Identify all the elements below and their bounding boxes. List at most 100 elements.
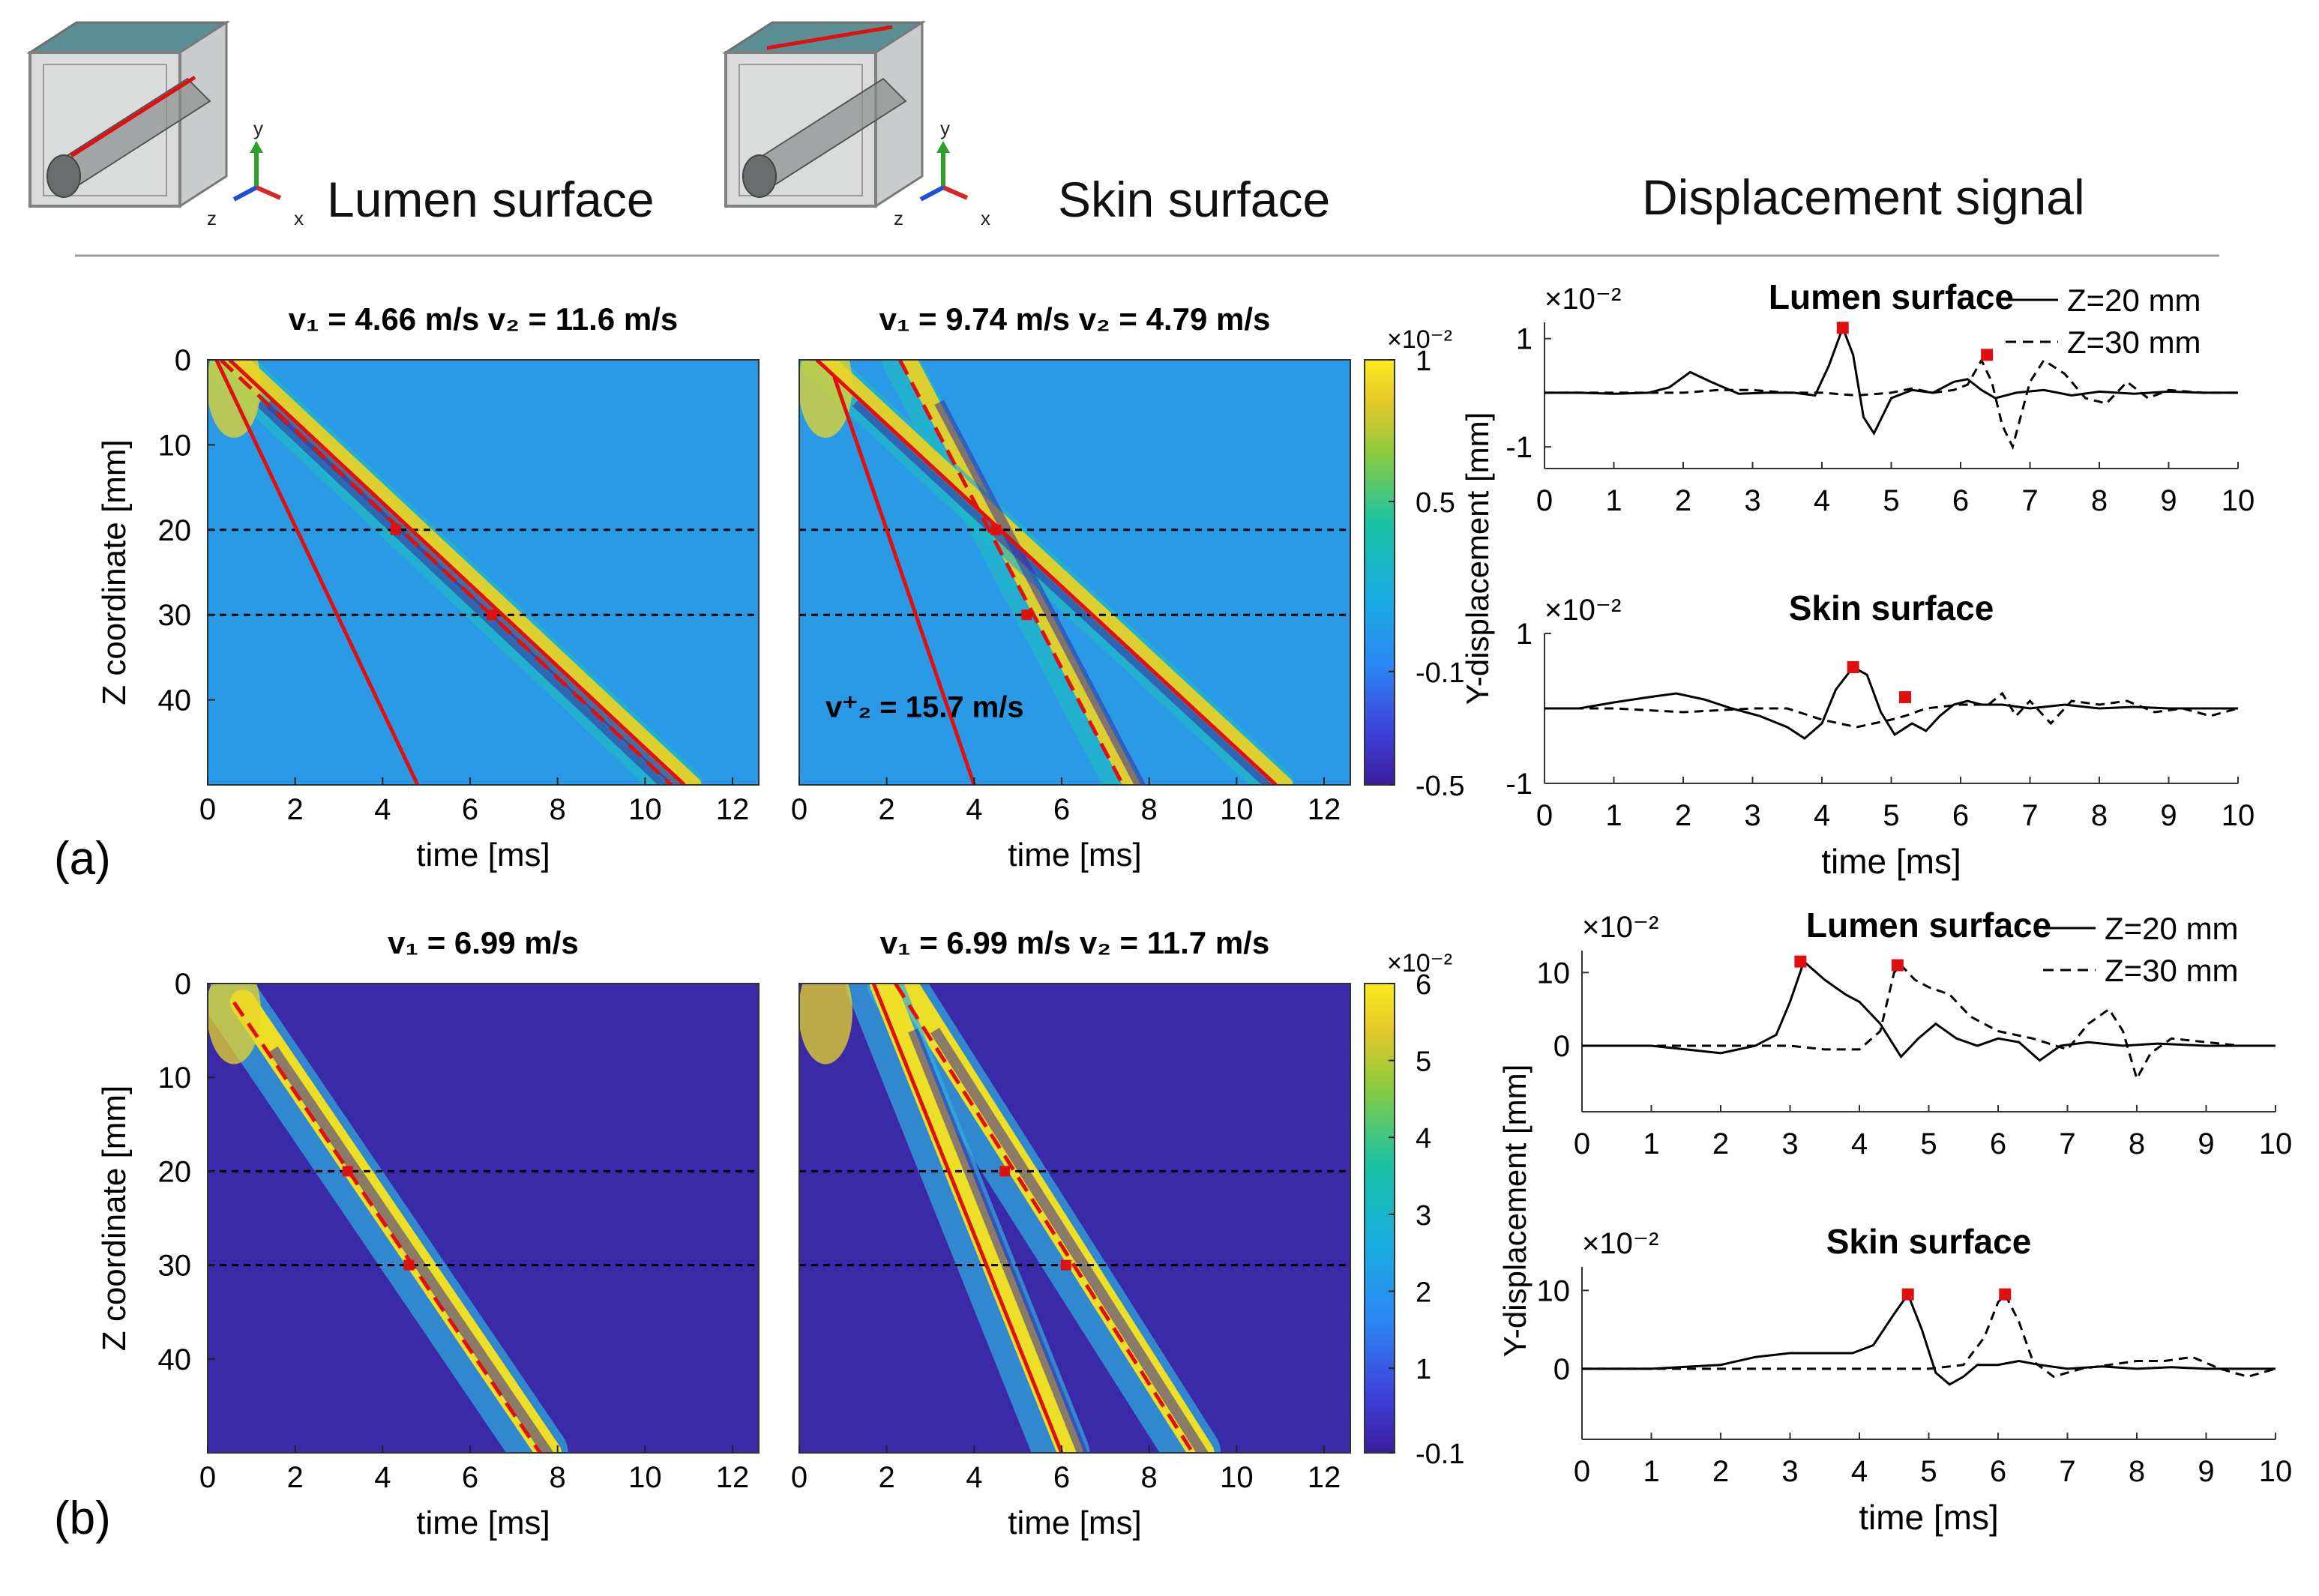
y-tick-label: 40 — [158, 1343, 192, 1376]
colorbar-gradient — [1364, 983, 1395, 1454]
chart-y-tick-label: -1 — [1506, 768, 1533, 801]
colorbar-a: ×10⁻²1 0.5 -0.1 -0.5 — [1364, 325, 1464, 802]
chart-x-tick-label: 6 — [1990, 1455, 2006, 1488]
displacement-chart-3: Skin surface ×10⁻² 0 1 2 3 4 5 6 7 8 9 10 10 0 time [ms… — [1537, 1222, 2293, 1537]
peak-marker — [1060, 1259, 1071, 1271]
x-tick-label: 4 — [374, 793, 391, 826]
colorbar-tick-label: -0.5 — [1416, 771, 1464, 802]
series-z20-line — [1582, 960, 2276, 1062]
chart-x-tick-label: 8 — [2091, 799, 2108, 832]
chart-x-tick-label: 10 — [2259, 1127, 2293, 1160]
legend-entry: Z=20 mm — [2105, 911, 2239, 946]
y-arrowhead — [936, 141, 950, 153]
displacement-chart-0: Lumen surface ×10⁻² 0 1 2 3 4 5 6 7 8 9 10 1 -1 Y-displ… — [1460, 277, 2255, 705]
chart-xlabel: time [ms] — [1821, 842, 1961, 881]
chart-x-tick-label: 0 — [1536, 484, 1553, 517]
map-title: v₁ = 6.99 m/s v₂ = 11.7 m/s — [880, 925, 1269, 960]
x-tick-label: 6 — [462, 1461, 478, 1494]
box-inner-frame — [43, 64, 167, 196]
x-tick-label: 6 — [1053, 1461, 1070, 1494]
chart-y-tick-label: 10 — [1537, 1274, 1571, 1307]
chart-x-tick-label: 8 — [2129, 1455, 2145, 1488]
y-tick-label: 30 — [158, 1250, 192, 1283]
peak-marker — [1021, 609, 1032, 621]
chart-peak-marker — [1794, 955, 1807, 968]
y-tick-label: 20 — [158, 1155, 192, 1188]
map-frame — [207, 359, 760, 786]
wave-shadow — [934, 400, 1146, 785]
peak-marker — [390, 524, 401, 535]
wave-band — [869, 984, 1083, 1453]
chart-x-tick-label: 7 — [2021, 799, 2038, 832]
colorbar-tick-label: 0.5 — [1416, 487, 1455, 519]
y-tick-label: 0 — [175, 344, 191, 377]
chart-x-tick-label: 7 — [2059, 1455, 2075, 1488]
y-tick-label: 20 — [158, 514, 192, 547]
chart-ylabel: Y-displacement [mm] — [1497, 1064, 1533, 1358]
y-tick-label: 30 — [158, 599, 192, 632]
chart-x-tick-label: 4 — [1851, 1455, 1868, 1488]
y-tick-label: 40 — [158, 684, 192, 717]
chart-x-tick-label: 0 — [1536, 799, 1553, 832]
chart-x-tick-label: 2 — [1712, 1127, 1729, 1160]
wave-band — [817, 360, 1293, 785]
axis-triad-skin: y z x — [894, 117, 990, 229]
zt-map-a-lumen: v₁ = 4.66 m/s v₂ = 11.6 m/s 0 2 4 6 8 10 12 time… — [96, 301, 760, 873]
wave-shadow — [268, 1046, 554, 1453]
zt-map-a-skin: v₁ = 9.74 m/s v₂ = 4.79 m/s v⁺₂ = 15.7 m/… — [791, 301, 1351, 873]
chart-title: Lumen surface — [1769, 277, 2014, 316]
peak-marker — [990, 524, 1002, 535]
wave-shadow — [930, 1027, 1209, 1453]
displacement-chart-2: Lumen surface ×10⁻² 0 1 2 3 4 5 6 7 8 9 10 10 0 Y-displ… — [1497, 906, 2292, 1357]
peak-marker — [403, 1259, 415, 1271]
vessel-opening — [46, 154, 81, 198]
skin-line — [766, 25, 893, 50]
y-axis-letter: y — [253, 117, 263, 139]
chart-peak-marker — [1891, 959, 1904, 972]
colorbar-gradient — [1364, 359, 1395, 786]
chart-x-tick-label: 2 — [1675, 484, 1691, 517]
y-tick-label: 10 — [158, 429, 192, 462]
header-title-lumen: Lumen surface — [327, 172, 655, 227]
chart-x-tick-label: 9 — [2160, 484, 2177, 517]
map-title: v₁ = 4.66 m/s v₂ = 11.6 m/s — [289, 301, 678, 337]
chart-peak-marker — [1981, 349, 1994, 361]
x-tick-label: 0 — [199, 1461, 216, 1494]
chart-x-tick-label: 1 — [1643, 1127, 1659, 1160]
chart-x-tick-label: 5 — [1920, 1127, 1937, 1160]
fit-line-dashed — [894, 984, 1195, 1453]
lumen-geometry-box — [25, 20, 231, 208]
map-frame — [798, 983, 1351, 1454]
map-xlabel: time [ms] — [416, 1505, 550, 1541]
fit-line-solid — [832, 376, 976, 785]
x-tick-label: 12 — [1308, 1461, 1341, 1494]
source-hotspot — [799, 984, 852, 1064]
chart-x-tick-label: 6 — [1990, 1127, 2006, 1160]
x-tick-label: 2 — [879, 1461, 895, 1494]
map-xlabel: time [ms] — [1008, 837, 1141, 873]
colorbar-tick-label: 3 — [1416, 1200, 1431, 1232]
fit-line-solid — [871, 984, 1064, 1453]
chart-x-tick-label: 10 — [2222, 799, 2255, 832]
chart-peak-marker — [1999, 1288, 2012, 1301]
chart-x-tick-label: 1 — [1605, 484, 1622, 517]
colorbar-tick-label: 6 — [1416, 969, 1431, 1001]
chart-x-tick-label: 5 — [1920, 1455, 1937, 1488]
map-content — [799, 360, 1350, 785]
chart-x-tick-label: 8 — [2129, 1127, 2145, 1160]
x-tick-label: 8 — [1141, 793, 1158, 826]
x-tick-label: 4 — [374, 1461, 391, 1494]
chart-x-tick-label: 7 — [2059, 1127, 2075, 1160]
fit-line-dashed — [232, 1001, 542, 1453]
y-axis-letter: y — [940, 117, 950, 139]
colorbar-tick-label: 2 — [1416, 1277, 1431, 1308]
map-content — [208, 984, 759, 1453]
series-z30-line — [1582, 963, 2276, 1082]
colorbar-tick-label: -0.1 — [1416, 657, 1464, 689]
chart-x-tick-label: 3 — [1744, 484, 1760, 517]
x-axis-arrow — [255, 185, 282, 200]
x-tick-label: 8 — [550, 793, 566, 826]
map-title: v₁ = 9.74 m/s v₂ = 4.79 m/s — [879, 301, 1271, 337]
